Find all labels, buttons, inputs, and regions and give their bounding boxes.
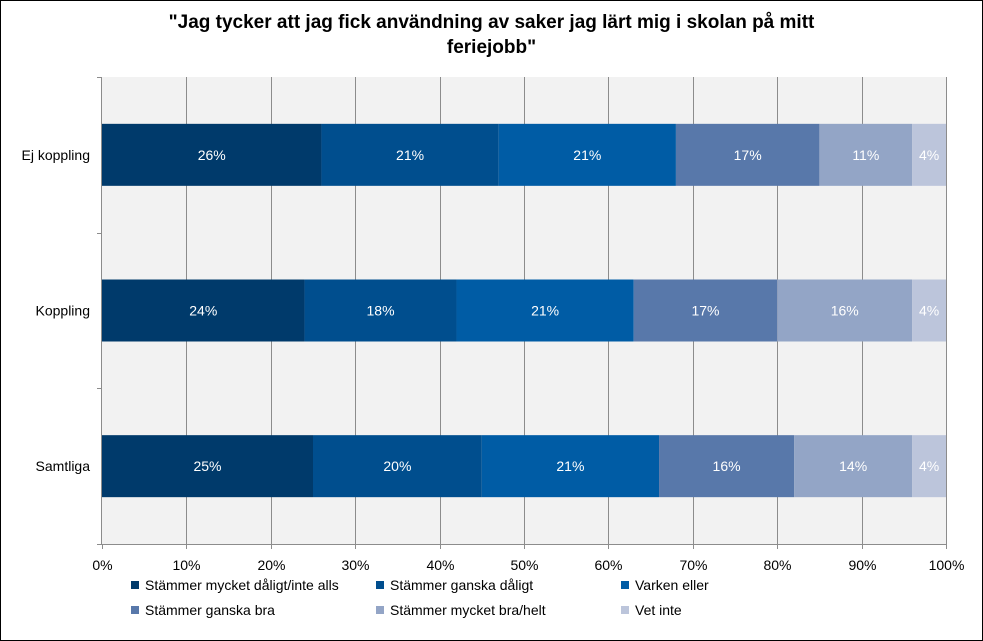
bar-segment-vet-inte <box>912 279 946 342</box>
chart-title-line-2: feriejobb" <box>446 37 537 58</box>
category-label: Koppling <box>36 303 91 319</box>
bar-segment-vet-inte <box>912 435 946 498</box>
x-tick-label: 40% <box>426 557 454 573</box>
x-tick-label: 10% <box>172 557 200 573</box>
data-label: 21% <box>556 458 584 474</box>
bar-segment-st-mmer-ganska-bra <box>659 435 795 498</box>
data-label: 21% <box>573 147 601 163</box>
x-tick-label: 100% <box>929 557 965 573</box>
bar-segment-st-mmer-ganska-bra <box>633 279 778 342</box>
x-tick-label: 50% <box>510 557 538 573</box>
bar-segment-st-mmer-ganska-d-ligt <box>321 123 499 186</box>
data-label: 25% <box>193 458 221 474</box>
data-label: 24% <box>189 303 217 319</box>
x-tick-label: 20% <box>257 557 285 573</box>
data-label: 4% <box>919 458 939 474</box>
bar-segment-st-mmer-mycket-bra-helt <box>794 435 913 498</box>
data-label: 17% <box>734 147 762 163</box>
x-tick-label: 30% <box>341 557 369 573</box>
data-label: 20% <box>383 458 411 474</box>
x-tick-label: 60% <box>594 557 622 573</box>
data-label: 11% <box>852 147 879 163</box>
bar-segment-st-mmer-mycket-d-ligt-inte-alls <box>102 123 322 186</box>
chart-title: "Jag tycker att jag fick användning av s… <box>0 10 983 60</box>
bar-segment-st-mmer-ganska-d-ligt <box>304 279 457 342</box>
bar-segment-varken-eller <box>498 123 676 186</box>
x-tick-label: 80% <box>763 557 791 573</box>
data-label: 4% <box>919 303 939 319</box>
bar-segment-vet-inte <box>912 123 946 186</box>
bar-segment-st-mmer-mycket-bra-helt <box>819 123 913 186</box>
data-label: 18% <box>367 303 395 319</box>
data-label: 16% <box>831 303 859 319</box>
category-label: Ej koppling <box>22 147 91 163</box>
x-tick-label: 0% <box>92 557 112 573</box>
bar-segment-varken-eller <box>456 279 634 342</box>
bar-segment-st-mmer-ganska-d-ligt <box>313 435 482 498</box>
data-label: 14% <box>839 458 867 474</box>
x-tick-label: 70% <box>679 557 707 573</box>
x-tick-label: 90% <box>848 557 876 573</box>
data-label: 21% <box>531 303 559 319</box>
data-label: 21% <box>396 147 424 163</box>
bar-segment-st-mmer-mycket-d-ligt-inte-alls <box>102 435 313 498</box>
bar-segment-st-mmer-mycket-bra-helt <box>777 279 913 342</box>
bar-segment-varken-eller <box>481 435 660 498</box>
data-label: 4% <box>919 147 939 163</box>
bar-segment-st-mmer-mycket-d-ligt-inte-alls <box>102 279 305 342</box>
data-label: 26% <box>198 147 226 163</box>
category-label: Samtliga <box>36 458 91 474</box>
data-label: 17% <box>691 303 719 319</box>
bar-segment-st-mmer-ganska-bra <box>675 123 820 186</box>
chart-title-line-1: "Jag tycker att jag fick användning av s… <box>168 12 815 33</box>
data-label: 16% <box>713 458 741 474</box>
